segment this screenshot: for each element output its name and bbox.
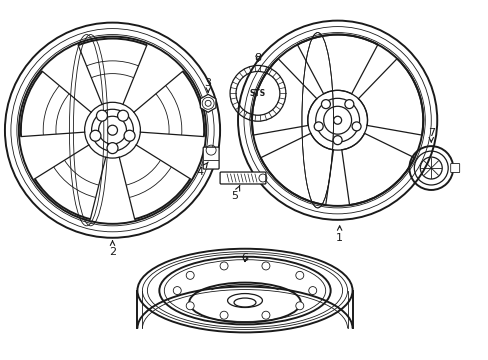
Circle shape (96, 110, 107, 121)
Text: 5: 5 (231, 185, 239, 201)
Circle shape (295, 271, 303, 279)
FancyBboxPatch shape (450, 163, 459, 172)
Text: 7: 7 (427, 128, 434, 142)
Circle shape (295, 302, 303, 310)
Circle shape (344, 100, 353, 109)
Circle shape (351, 122, 360, 131)
Text: STS: STS (249, 89, 265, 98)
FancyBboxPatch shape (220, 172, 265, 184)
FancyBboxPatch shape (203, 147, 219, 169)
Text: 8: 8 (254, 54, 261, 63)
Text: 6: 6 (241, 253, 248, 263)
Circle shape (308, 287, 316, 294)
Circle shape (262, 311, 269, 319)
Circle shape (333, 116, 341, 124)
Text: 1: 1 (335, 226, 343, 243)
Text: 3: 3 (204, 78, 211, 92)
Text: 4: 4 (196, 162, 208, 177)
Circle shape (262, 262, 269, 270)
Text: 2: 2 (109, 241, 116, 257)
Circle shape (186, 271, 194, 279)
Circle shape (186, 302, 194, 310)
Circle shape (314, 122, 323, 131)
Circle shape (124, 130, 135, 141)
Circle shape (220, 262, 227, 270)
Circle shape (107, 143, 118, 154)
Circle shape (117, 110, 128, 121)
Polygon shape (200, 94, 216, 112)
Circle shape (220, 311, 227, 319)
Circle shape (321, 100, 330, 109)
Circle shape (107, 125, 117, 135)
Circle shape (205, 100, 211, 106)
Circle shape (332, 136, 342, 145)
Circle shape (90, 130, 101, 141)
Circle shape (173, 287, 181, 294)
